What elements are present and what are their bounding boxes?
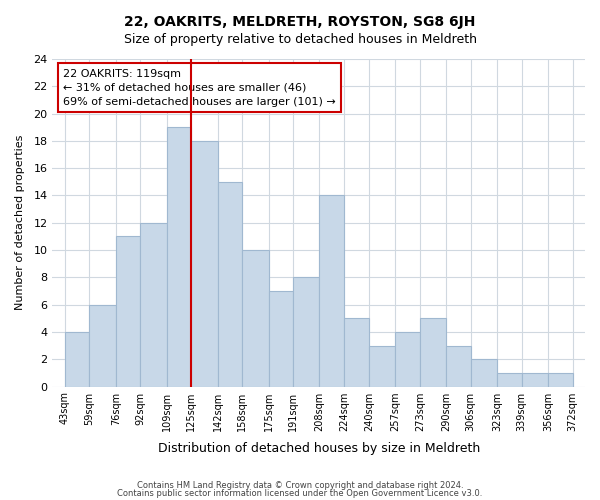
- Text: 22 OAKRITS: 119sqm
← 31% of detached houses are smaller (46)
69% of semi-detache: 22 OAKRITS: 119sqm ← 31% of detached hou…: [63, 69, 336, 107]
- Text: Contains public sector information licensed under the Open Government Licence v3: Contains public sector information licen…: [118, 488, 482, 498]
- Bar: [497, 373, 522, 386]
- Bar: [344, 318, 369, 386]
- Bar: [446, 346, 471, 387]
- Bar: [191, 141, 218, 386]
- Text: 22, OAKRITS, MELDRETH, ROYSTON, SG8 6JH: 22, OAKRITS, MELDRETH, ROYSTON, SG8 6JH: [124, 15, 476, 29]
- Bar: [116, 236, 140, 386]
- Y-axis label: Number of detached properties: Number of detached properties: [15, 135, 25, 310]
- X-axis label: Distribution of detached houses by size in Meldreth: Distribution of detached houses by size …: [158, 442, 480, 455]
- Bar: [140, 223, 167, 386]
- Text: Contains HM Land Registry data © Crown copyright and database right 2024.: Contains HM Land Registry data © Crown c…: [137, 481, 463, 490]
- Bar: [269, 291, 293, 386]
- Bar: [65, 332, 89, 386]
- Bar: [420, 318, 446, 386]
- Bar: [89, 304, 116, 386]
- Bar: [471, 359, 497, 386]
- Bar: [522, 373, 548, 386]
- Bar: [242, 250, 269, 386]
- Bar: [293, 278, 319, 386]
- Bar: [395, 332, 420, 386]
- Bar: [319, 196, 344, 386]
- Bar: [548, 373, 572, 386]
- Bar: [167, 127, 191, 386]
- Text: Size of property relative to detached houses in Meldreth: Size of property relative to detached ho…: [124, 32, 476, 46]
- Bar: [218, 182, 242, 386]
- Bar: [369, 346, 395, 387]
